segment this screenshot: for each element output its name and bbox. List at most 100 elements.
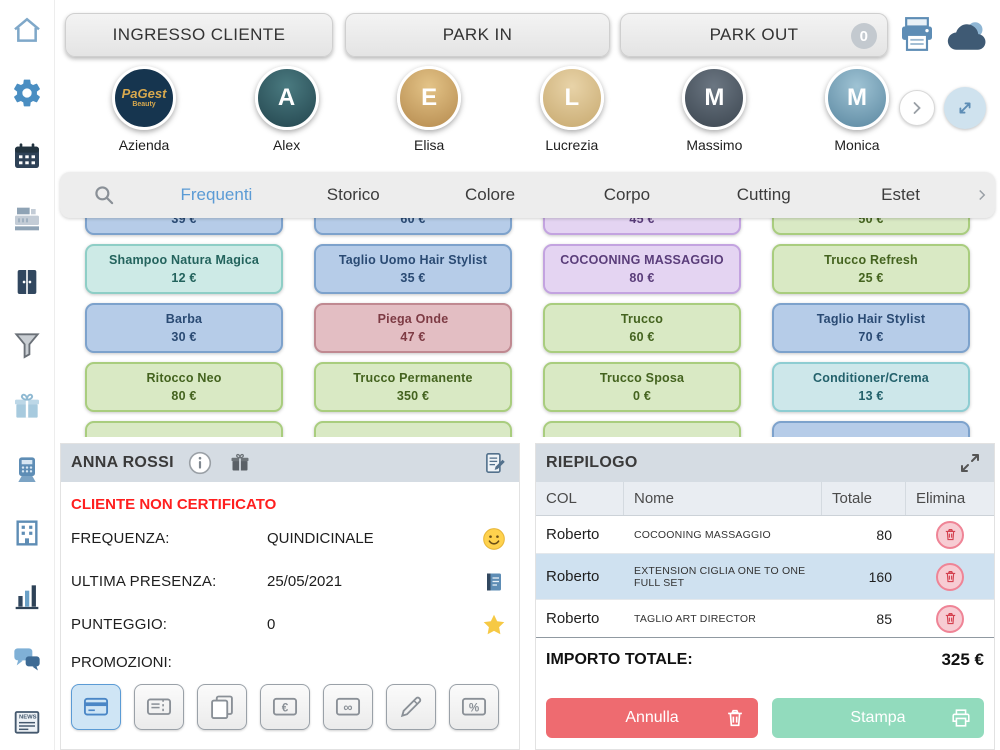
fiscal-printer-icon[interactable] [897, 12, 937, 56]
service-button[interactable]: Barba 30 € [85, 303, 283, 353]
svg-text:∞: ∞ [343, 699, 352, 714]
filter-funnel-icon[interactable] [9, 327, 45, 363]
service-button[interactable]: Taglio Hair Stylist 70 € [772, 303, 970, 353]
operator-monica[interactable]: M Monica [801, 66, 913, 153]
delete-row-button[interactable] [936, 562, 964, 591]
operator-lucrezia[interactable]: L Lucrezia [516, 66, 628, 153]
cloud-sync-icon[interactable] [942, 14, 990, 58]
operator-name: Alex [272, 137, 301, 153]
punteggio-value: 0 [267, 616, 276, 633]
statistics-icon[interactable] [9, 578, 45, 614]
promo-card-button[interactable] [71, 684, 121, 730]
expand-operators-button[interactable] [944, 87, 986, 129]
operator-elisa[interactable]: E Elisa [373, 66, 485, 153]
frequenza-value: QUINDICINALE [267, 530, 374, 547]
tab-estet[interactable]: Estet [881, 185, 920, 204]
summary-panel-header: RIEPILOGO [536, 444, 994, 482]
cell-service-name: TAGLIO ART DIRECTOR [634, 612, 757, 625]
table-row[interactable]: Roberto TAGLIO ART DIRECTOR 85 [536, 600, 994, 638]
ingresso-cliente-button[interactable]: INGRESSO CLIENTE [65, 13, 333, 57]
promo-percent-button[interactable]: % [449, 684, 499, 730]
service-button[interactable]: Trucco Sposa 0 € [543, 362, 741, 412]
service-button[interactable]: COCOONING MASSAGGIO 80 € [543, 244, 741, 294]
tab-storico[interactable]: Storico [326, 185, 380, 204]
presence-register-icon[interactable] [479, 568, 509, 596]
service-button[interactable] [543, 421, 741, 437]
service-button[interactable]: Piega Onde 47 € [314, 303, 512, 353]
tabs-scroll-right-button[interactable] [969, 186, 995, 204]
service-name: Trucco Permanente [353, 371, 473, 385]
promo-voucher-button[interactable] [134, 684, 184, 730]
operator-name: Azienda [118, 137, 170, 153]
service-button[interactable] [314, 421, 512, 437]
operator-name: Elisa [414, 137, 445, 153]
gear-icon[interactable] [9, 75, 45, 111]
operator-massimo[interactable]: M Massimo [658, 66, 770, 153]
cash-register-icon[interactable] [9, 201, 45, 237]
service-button[interactable]: Trucco Refresh 25 € [772, 244, 970, 294]
col-header-nome: Nome [624, 482, 822, 515]
promo-copies-button[interactable] [197, 684, 247, 730]
service-button[interactable]: Trucco 60 € [543, 303, 741, 353]
chevron-right-icon [913, 102, 921, 114]
promo-card-infinity-button[interactable]: ∞ [323, 684, 373, 730]
summary-actions: Annulla Stampa [546, 698, 984, 738]
ingresso-cliente-label: INGRESSO CLIENTE [112, 25, 286, 44]
delete-row-button[interactable] [936, 520, 964, 549]
promo-card-euro-button[interactable]: € [260, 684, 310, 730]
svg-text:%: % [469, 701, 480, 714]
calendar-icon[interactable] [9, 138, 45, 174]
annulla-button[interactable]: Annulla [546, 698, 758, 738]
customer-info-button[interactable] [186, 449, 214, 477]
summary-panel: RIEPILOGO COL Nome Totale Elimina Robert… [535, 443, 995, 750]
service-name: Taglio Uomo Hair Stylist [338, 253, 488, 267]
tab-cutting[interactable]: Cutting [736, 185, 791, 204]
card-infinity-icon: ∞ [335, 697, 361, 716]
service-name: Conditioner/Crema [813, 371, 929, 385]
service-price: 47 € [400, 330, 426, 344]
customer-gift-button[interactable] [226, 449, 254, 477]
tab-frequenti[interactable]: Frequenti [180, 185, 253, 204]
park-out-button[interactable]: PARK OUT 0 [620, 13, 888, 57]
next-operators-button[interactable] [899, 90, 935, 126]
service-button[interactable]: Shampoo Natura Magica 12 € [85, 244, 283, 294]
park-in-label: PARK IN [442, 25, 513, 44]
wardrobe-icon[interactable] [9, 264, 45, 300]
service-button[interactable] [85, 421, 283, 437]
summary-title: RIEPILOGO [546, 454, 638, 471]
cell-total: 80 [876, 526, 892, 543]
park-in-button[interactable]: PARK IN [345, 13, 610, 57]
delete-row-button[interactable] [936, 604, 964, 633]
ultima-presenza-label: ULTIMA PRESENZA: [71, 573, 217, 590]
cell-service-name: COCOONING MASSAGGIO [634, 528, 771, 541]
notes-icon [486, 452, 505, 474]
gift-icon[interactable] [9, 389, 45, 425]
service-button[interactable]: Ritocco Neo 80 € [85, 362, 283, 412]
operator-azienda[interactable]: PaGest Beauty Azienda [88, 66, 200, 153]
tab-corpo[interactable]: Corpo [603, 185, 651, 204]
service-button[interactable] [772, 421, 970, 437]
importo-totale-value: 325 € [941, 650, 984, 669]
service-button[interactable]: Taglio Uomo Hair Stylist 35 € [314, 244, 512, 294]
pos-terminal-icon[interactable] [9, 452, 45, 488]
promo-pen-button[interactable] [386, 684, 436, 730]
search-button[interactable] [60, 182, 148, 208]
table-row-selected[interactable]: Roberto EXTENSION CIGLIA ONE TO ONE FULL… [536, 554, 994, 600]
table-row[interactable]: Roberto COCOONING MASSAGGIO 80 [536, 516, 994, 554]
service-button[interactable]: Trucco Permanente 350 € [314, 362, 512, 412]
service-price: 12 € [171, 271, 197, 285]
news-icon[interactable]: NEWS [9, 704, 45, 740]
company-building-icon[interactable] [9, 515, 45, 551]
summary-expand-button[interactable] [956, 449, 984, 477]
tab-colore[interactable]: Colore [465, 185, 516, 204]
operator-alex[interactable]: A Alex [231, 66, 343, 153]
chat-icon[interactable] [9, 641, 45, 677]
service-button[interactable]: Conditioner/Crema 13 € [772, 362, 970, 412]
service-name: Ritocco Neo [146, 371, 222, 385]
stampa-button[interactable]: Stampa [772, 698, 984, 738]
sidebar: NEWS [0, 0, 55, 750]
home-icon[interactable] [9, 12, 45, 48]
customer-notes-button[interactable] [481, 449, 509, 477]
punteggio-label: PUNTEGGIO: [71, 616, 168, 633]
service-price: 60 € [629, 330, 655, 344]
